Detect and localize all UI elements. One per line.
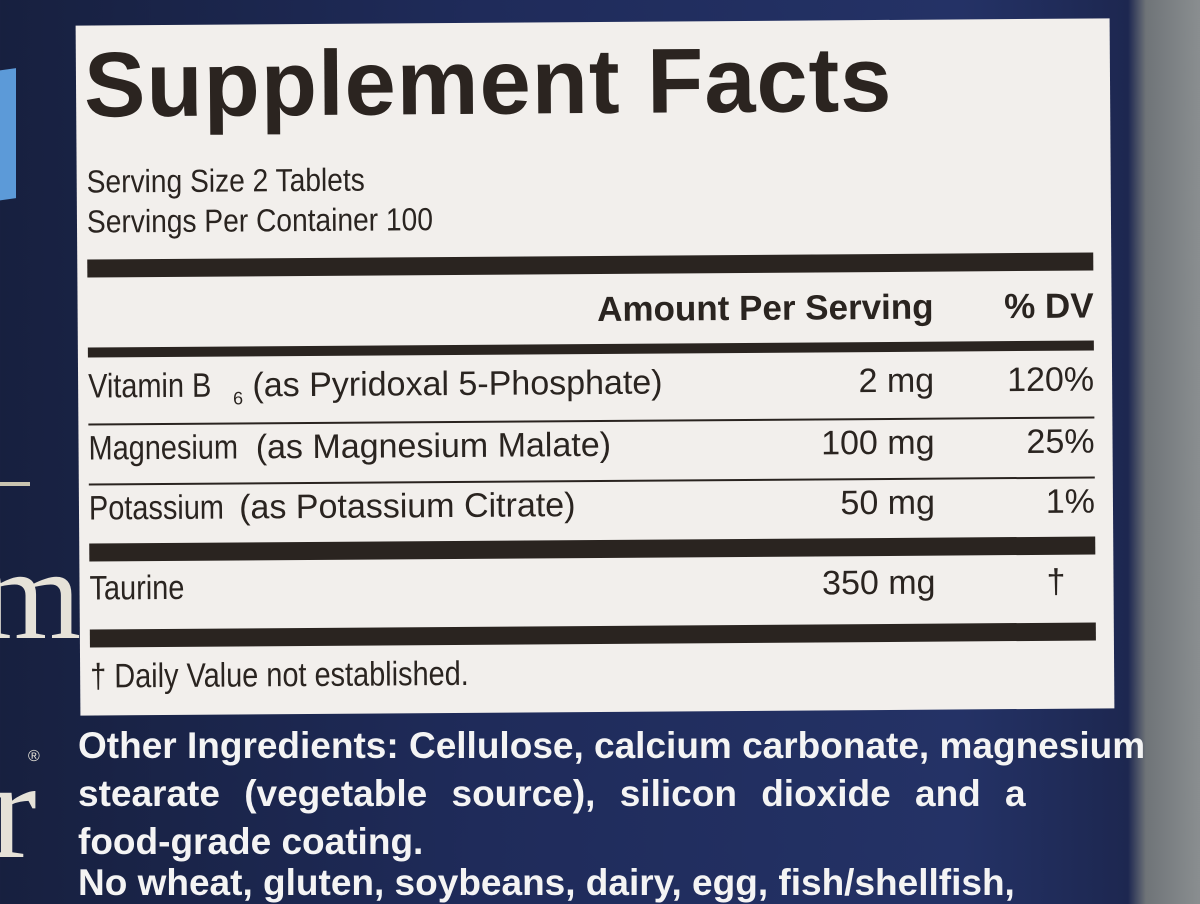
supplement-facts-panel: Supplement Facts Serving Size 2 Tablets … [75, 18, 1115, 716]
nutrient-source: (as Magnesium Malate) [246, 425, 612, 467]
nutrient-dv: 1% [1045, 482, 1096, 521]
nutrient-source: (as Pyridoxal 5-Phosphate) [242, 363, 663, 405]
nutrient-dv: 120% [1007, 360, 1095, 400]
divider-thick [89, 622, 1096, 648]
bottle-front-lettering-fragment: m [0, 523, 82, 667]
nutrient-name: Potassium [88, 488, 225, 528]
nutrient-dv: † [1046, 562, 1066, 601]
nutrient-subscript: 6 [233, 388, 244, 409]
nutrient-row: Vitamin B 6 (as Pyridoxal 5-Phosphate) 2 … [88, 361, 1094, 418]
other-ingredients-line: Other Ingredients: Cellulose, calcium ca… [78, 725, 1146, 766]
registered-mark: ® [28, 748, 40, 765]
divider-thick [87, 252, 1094, 278]
nutrient-row: Taurine 350 mg † [89, 563, 1095, 620]
nutrient-amount: 100 mg [821, 423, 935, 463]
other-ingredients-line: food-grade coating. [78, 821, 424, 862]
divider-medium [87, 340, 1094, 358]
header-dv: % DV [1003, 286, 1094, 327]
servings-per-container: Servings Per Container 100 [86, 201, 434, 240]
nutrient-name: Taurine [89, 568, 185, 608]
allergen-statement: No wheat, gluten, soybeans, dairy, egg, … [78, 862, 1015, 903]
nutrient-source: (as Potassium Citrate) [229, 486, 576, 527]
divider-thick [89, 536, 1096, 562]
nutrient-amount: 50 mg [840, 483, 936, 523]
nutrient-row: Magnesium (as Magnesium Malate) 100 mg 2… [88, 423, 1094, 480]
footnote-text: † Daily Value not established. [90, 654, 469, 696]
bottle-front-lettering-fragment: r [0, 733, 37, 888]
nutrient-row: Potassium (as Potassium Citrate) 50 mg 1… [89, 483, 1095, 540]
panel-title: Supplement Facts [83, 28, 893, 137]
nutrient-dv: 25% [1026, 422, 1095, 461]
bottle-front-graphic [0, 68, 16, 202]
bottle-front-rule [0, 482, 30, 486]
nutrient-amount: 2 mg [858, 361, 935, 401]
footnote: † Daily Value not established. [90, 654, 536, 696]
nutrient-name: Magnesium [88, 428, 239, 468]
nutrient-amount: 350 mg [821, 563, 936, 603]
serving-size: Serving Size 2 Tablets [86, 161, 365, 200]
other-ingredients: Other Ingredients: Cellulose, calcium ca… [78, 722, 1146, 866]
other-ingredients-line: stearate (vegetable source), silicon dio… [78, 773, 1026, 814]
header-amount: Amount Per Serving [597, 287, 934, 329]
nutrient-name: Vitamin B [87, 366, 212, 406]
